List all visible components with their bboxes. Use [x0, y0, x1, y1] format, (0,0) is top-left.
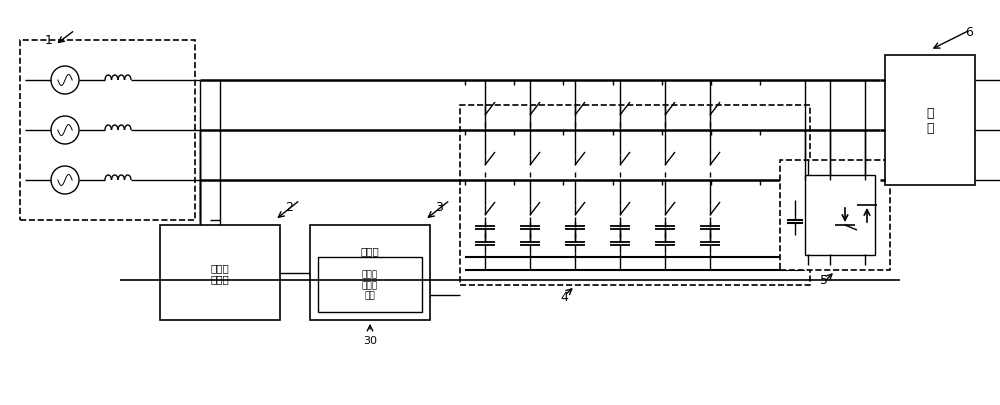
FancyBboxPatch shape	[780, 161, 890, 270]
Text: 1: 1	[45, 34, 53, 47]
Text: 控制器: 控制器	[361, 245, 379, 256]
FancyBboxPatch shape	[805, 175, 875, 256]
Text: 信息采
集模块: 信息采 集模块	[211, 262, 229, 284]
FancyBboxPatch shape	[310, 226, 430, 320]
Text: 5: 5	[820, 273, 828, 286]
Text: 4: 4	[560, 290, 568, 303]
FancyBboxPatch shape	[885, 56, 975, 185]
FancyBboxPatch shape	[318, 257, 422, 312]
Text: 无功补
偿控制
装置: 无功补 偿控制 装置	[362, 270, 378, 300]
Text: 30: 30	[363, 335, 377, 345]
Text: 2: 2	[285, 200, 293, 213]
Text: 6: 6	[965, 26, 973, 39]
Text: 负
载: 负 载	[926, 107, 934, 135]
FancyBboxPatch shape	[20, 41, 195, 220]
FancyBboxPatch shape	[160, 226, 280, 320]
Text: 3: 3	[435, 200, 443, 213]
